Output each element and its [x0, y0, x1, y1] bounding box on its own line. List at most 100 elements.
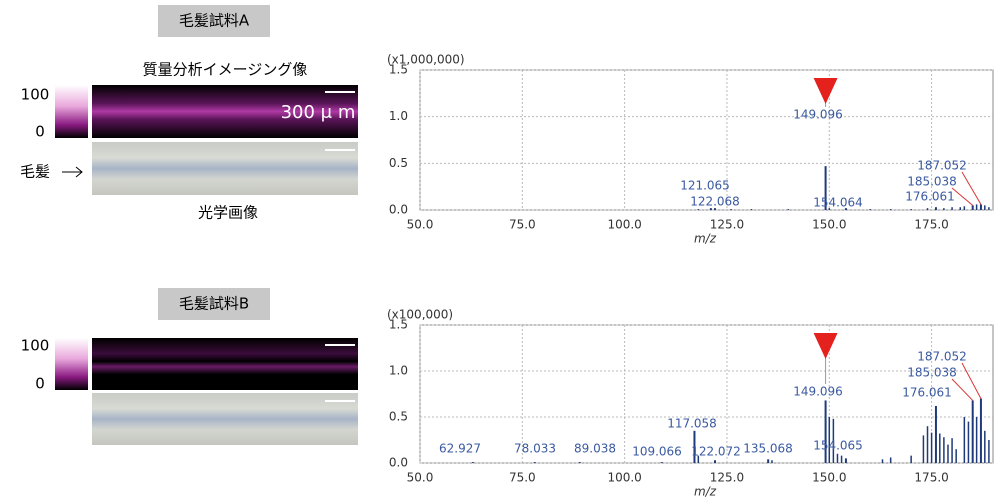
peak — [963, 206, 966, 210]
peak — [926, 426, 929, 463]
y-tick-label: 0.5 — [389, 156, 408, 170]
x-tick-label: 75.0 — [509, 218, 536, 232]
x-tick-label: 175.0 — [914, 218, 948, 232]
peak — [975, 417, 978, 463]
scale-max: 100 — [21, 86, 50, 104]
peak-label: 135.068 — [743, 442, 793, 456]
peak-label: 154.065 — [813, 439, 863, 453]
colorbar — [55, 85, 88, 138]
peak — [951, 207, 953, 210]
x-tick-label: 150.0 — [812, 218, 846, 232]
peak — [939, 433, 941, 463]
peak — [934, 207, 937, 210]
imaging-title: 質量分析イメージング像 — [143, 61, 308, 79]
peak — [578, 462, 581, 463]
peak — [947, 444, 949, 463]
y-tick-label: 1.5 — [389, 63, 408, 77]
peak — [828, 417, 831, 463]
peak — [709, 208, 712, 210]
leader-line — [951, 378, 974, 401]
peak — [660, 462, 663, 463]
peak-label: 78.033 — [514, 442, 556, 456]
peak — [750, 209, 753, 210]
peak — [967, 421, 970, 463]
peak — [844, 458, 847, 463]
peak — [828, 208, 831, 210]
peak — [984, 430, 986, 463]
peak — [832, 418, 835, 463]
peak — [910, 455, 912, 463]
peak — [988, 440, 990, 463]
peak-label: 187.052 — [917, 159, 967, 173]
colorbar — [55, 338, 88, 390]
y-tick-label: 0.5 — [389, 410, 408, 424]
leader-line — [951, 187, 974, 206]
scale-min: 0 — [35, 123, 45, 141]
marker — [813, 333, 838, 359]
peak — [979, 398, 982, 463]
peak-label: 185.038 — [907, 366, 957, 380]
peak — [840, 455, 843, 463]
peak — [767, 459, 770, 463]
y-tick-label: 1.0 — [389, 364, 408, 378]
peak — [988, 207, 990, 210]
peak — [979, 204, 982, 210]
peak — [533, 462, 536, 463]
x-tick-label: 150.0 — [812, 471, 846, 485]
optical-image — [92, 393, 358, 445]
peak-label: 149.096 — [793, 108, 843, 122]
peak — [693, 430, 696, 463]
peak-label: 121.065 — [680, 179, 730, 193]
x-tick-label: 125.0 — [710, 471, 744, 485]
peak-label: 154.064 — [813, 196, 863, 210]
peak — [955, 449, 957, 463]
peak-label: 62.927 — [439, 442, 481, 456]
y-multiplier: (x1,000,000) — [387, 53, 465, 67]
imaging-image — [92, 85, 358, 138]
y-multiplier: (x100,000) — [387, 308, 453, 322]
y-tick-label: 1.5 — [389, 318, 408, 332]
peak-label: 117.058 — [667, 417, 717, 431]
peak — [471, 462, 474, 463]
x-tick-label: 50.0 — [407, 218, 434, 232]
peak — [934, 405, 937, 463]
scale-max: 100 — [21, 337, 50, 355]
peak-label: 122.068 — [690, 195, 740, 209]
peak — [926, 208, 929, 210]
peak — [959, 207, 962, 210]
scale-min: 0 — [35, 375, 45, 393]
peak — [943, 437, 945, 463]
peak — [963, 417, 966, 463]
peak — [984, 205, 986, 210]
peak-label: 109.066 — [632, 445, 682, 459]
peak — [836, 453, 839, 463]
peak — [889, 209, 892, 210]
y-tick-label: 0.0 — [389, 203, 408, 217]
sample-label: 毛髪試料A — [179, 12, 250, 30]
leader-line — [961, 362, 982, 399]
peak — [824, 400, 827, 463]
x-tick-label: 100.0 — [607, 471, 641, 485]
peak-label: 149.096 — [793, 385, 843, 399]
leader-line — [961, 171, 982, 205]
x-axis-label: m/z — [694, 232, 717, 246]
peak-label: 176.061 — [902, 386, 952, 400]
peak — [730, 209, 732, 210]
x-tick-label: 100.0 — [607, 218, 641, 232]
peak — [844, 208, 847, 210]
label-box — [158, 5, 270, 37]
peak — [943, 208, 945, 210]
y-tick-label: 1.0 — [389, 109, 408, 123]
peak — [881, 459, 884, 463]
y-tick-label: 0.0 — [389, 456, 408, 470]
peak — [922, 435, 925, 463]
peak — [930, 432, 933, 463]
peak-label: 187.052 — [917, 350, 967, 364]
peak — [971, 400, 974, 463]
peak — [824, 166, 827, 210]
scale-bar-label: 300 μ m — [281, 102, 356, 123]
optical-image — [92, 142, 358, 195]
arrow — [62, 166, 83, 178]
peak — [771, 460, 773, 463]
